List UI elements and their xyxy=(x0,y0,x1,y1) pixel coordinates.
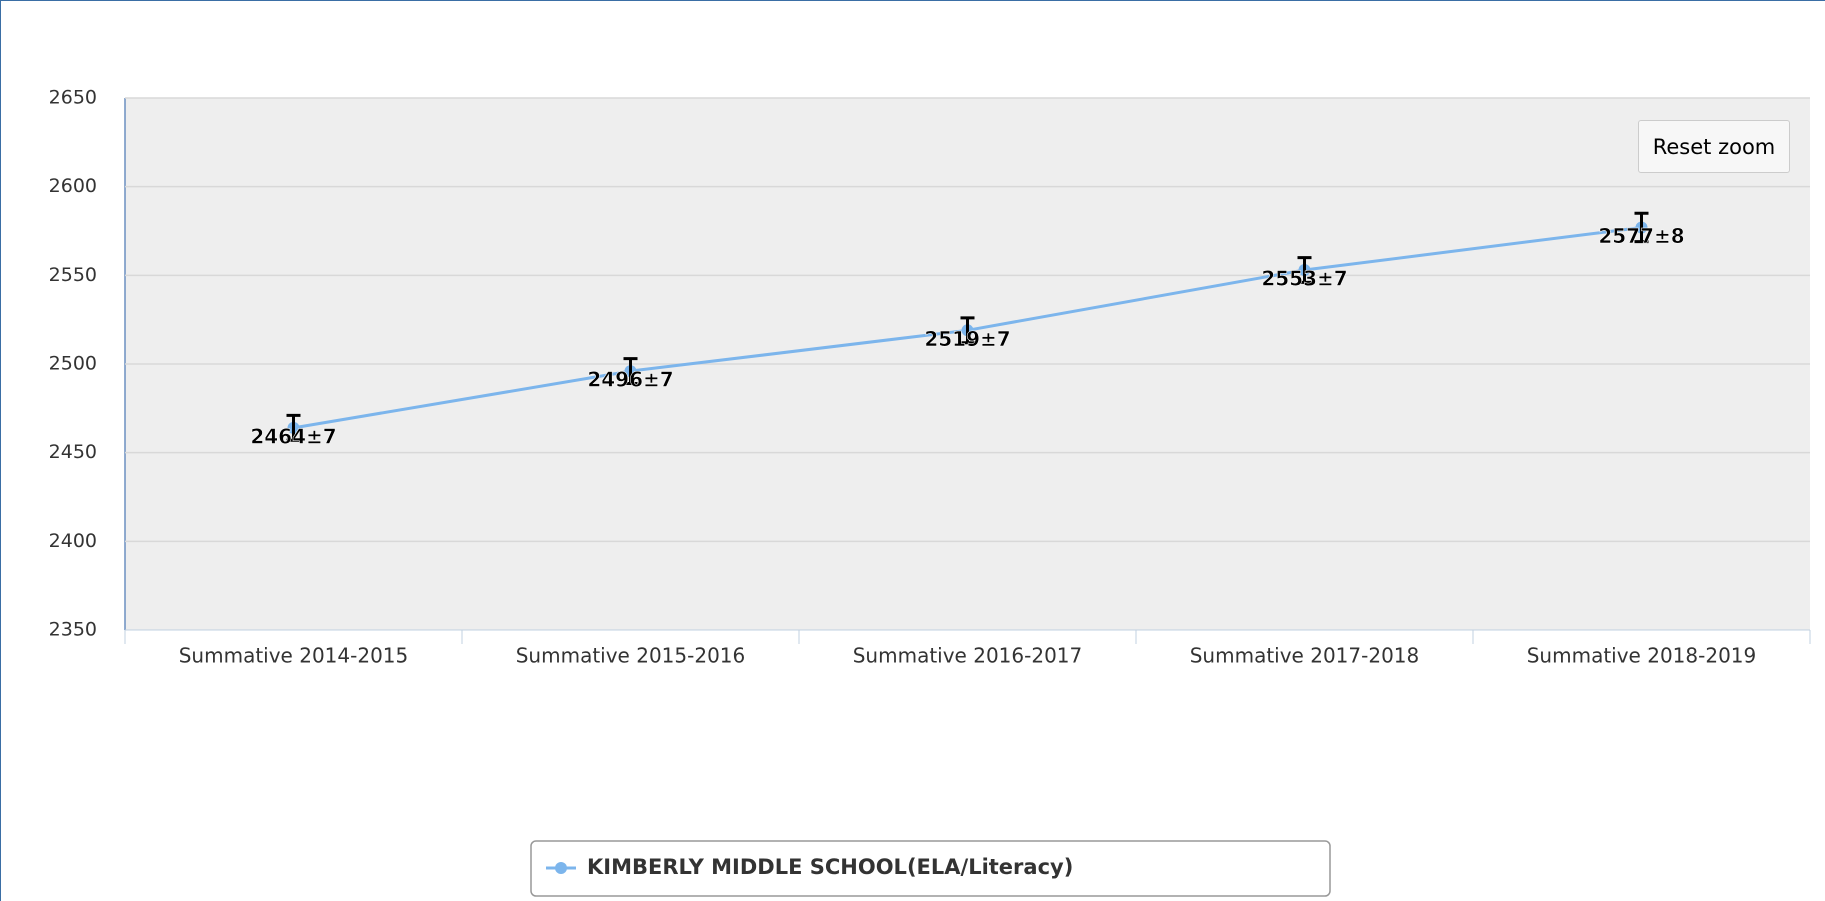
legend-box xyxy=(530,840,1331,897)
y-tick-label: 2350 xyxy=(49,619,97,641)
x-tick-label: Summative 2017-2018 xyxy=(1190,644,1420,668)
y-tick-label: 2450 xyxy=(49,441,97,463)
y-tick-label: 2400 xyxy=(49,530,97,552)
data-label: 2496±7 xyxy=(587,368,673,392)
legend-symbol xyxy=(555,862,567,874)
error-bar xyxy=(623,357,638,386)
error-bar xyxy=(1634,211,1649,244)
error-bar xyxy=(286,413,301,442)
y-tick-label: 2650 xyxy=(49,87,97,109)
data-label: 2553±7 xyxy=(1261,267,1347,291)
data-label: 2577±8 xyxy=(1598,224,1684,248)
y-tick-label: 2500 xyxy=(49,353,97,375)
y-tick-label: 2600 xyxy=(49,175,97,197)
x-tick-label: Summative 2018-2019 xyxy=(1527,644,1757,668)
y-tick-label: 2550 xyxy=(49,264,97,286)
x-tick-label: Summative 2015-2016 xyxy=(516,644,746,668)
x-tick-label: Summative 2014-2015 xyxy=(179,644,409,668)
data-label: 2519±7 xyxy=(924,327,1010,351)
error-bar xyxy=(960,316,975,345)
data-label: 2464±7 xyxy=(250,424,336,448)
x-tick-label: Summative 2016-2017 xyxy=(853,644,1083,668)
reset-zoom-button[interactable]: Reset zoom xyxy=(1638,120,1790,173)
error-bar xyxy=(1297,256,1312,284)
legend-label: KIMBERLY MIDDLE SCHOOL(ELA/Literacy) xyxy=(587,855,1073,879)
